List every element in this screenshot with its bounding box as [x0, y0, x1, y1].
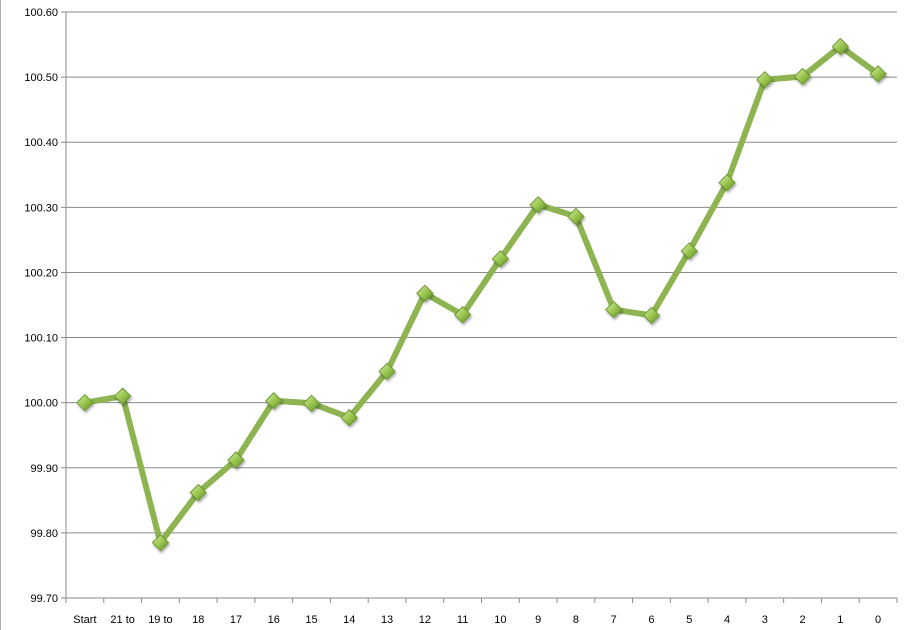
y-tick-label: 100.60	[24, 7, 58, 19]
y-tick-label: 100.00	[24, 398, 58, 410]
series-layer	[81, 43, 882, 546]
x-tick-label: 17	[230, 614, 242, 626]
series-line	[81, 43, 882, 546]
x-tick-label: 9	[535, 614, 541, 626]
y-tick-label: 100.50	[24, 72, 58, 84]
data-point-marker	[718, 173, 736, 192]
data-point-marker	[491, 250, 510, 268]
y-tick-label: 99.90	[30, 463, 58, 475]
axes	[65, 12, 898, 603]
y-tick-label: 100.10	[24, 333, 58, 345]
y-tick-label: 100.20	[24, 267, 58, 279]
x-tick-label: 2	[800, 614, 806, 626]
data-point-marker	[76, 393, 94, 412]
x-tick-label: 7	[611, 614, 617, 626]
y-tick-labels: 99.70 99.80 99.90 100.00 100.10 100.20 100.30 1…	[24, 7, 58, 605]
x-tick-label: 18	[192, 614, 204, 626]
x-tick-label: 5	[686, 614, 692, 626]
data-point-marker	[756, 71, 774, 89]
data-point-marker	[642, 306, 661, 325]
x-tick-label: 12	[419, 614, 431, 626]
x-tick-label: Start	[73, 614, 96, 626]
data-point-marker	[567, 207, 585, 226]
data-point-marker	[265, 392, 283, 410]
data-point-marker	[680, 242, 698, 260]
data-point-marker	[453, 306, 472, 324]
data-point-marker	[529, 196, 547, 214]
data-point-marker	[302, 394, 321, 413]
data-point-marker	[416, 284, 434, 302]
y-tick-label: 100.30	[24, 202, 58, 214]
x-tick-label: 3	[762, 614, 768, 626]
y-tick-label: 99.70	[30, 593, 58, 605]
x-tick-label: 13	[381, 614, 393, 626]
data-point-marker	[604, 300, 623, 319]
data-point-marker	[378, 362, 396, 381]
data-point-marker	[151, 533, 170, 552]
x-tick-labels: Start 21 to 19 to 18 17 16 15 14 13 12 11 10 9 8 7 6 5 4 3…	[73, 614, 881, 626]
gridlines	[61, 11, 897, 599]
data-point-marker	[831, 37, 850, 56]
y-tick-label: 99.80	[30, 528, 58, 540]
x-tick-label: 10	[494, 614, 506, 626]
data-point-marker	[189, 483, 207, 502]
x-tick-label: 14	[343, 614, 355, 626]
data-point-marker	[869, 65, 887, 83]
data-point-marker	[227, 451, 245, 469]
x-tick-label: 6	[648, 614, 654, 626]
data-point-marker	[793, 67, 812, 86]
x-tick-label: 16	[268, 614, 280, 626]
x-tick-label: 15	[305, 614, 317, 626]
x-tick-label: 21 to	[110, 614, 134, 626]
x-tick-label: 8	[573, 614, 579, 626]
x-tick-label: 1	[837, 614, 843, 626]
x-tick-label: 19 to	[148, 614, 172, 626]
data-point-marker	[340, 408, 359, 427]
x-tick-label: 11	[457, 614, 468, 626]
x-tick-label: 4	[724, 614, 730, 626]
x-tick-label: 0	[875, 614, 881, 626]
markers	[76, 37, 887, 552]
y-tick-label: 100.40	[24, 137, 58, 149]
data-point-marker	[113, 387, 132, 405]
